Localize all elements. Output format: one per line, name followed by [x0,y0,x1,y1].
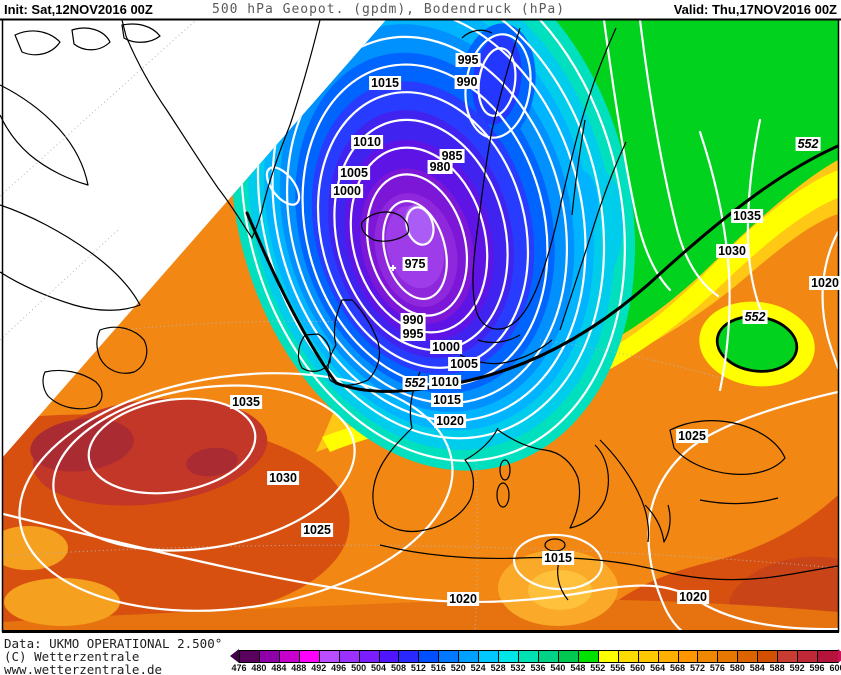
isobar-label: 1020 [677,590,709,604]
website-label: www.wetterzentrale.de [4,662,163,675]
isobar-label: 1015 [369,76,401,90]
isobar-label: 1020 [434,414,466,428]
isobar-label: 1025 [676,429,708,443]
isobar-label: 1015 [542,551,574,565]
valid-datetime-label: Valid: Thu,17NOV2016 00Z [673,2,837,17]
isobar-label: 995 [400,327,426,341]
isobar-label: 1015 [431,393,463,407]
isobar-label: 1000 [430,340,462,354]
isobar-label: 1030 [716,244,748,258]
isobar-label: 1010 [351,135,383,149]
isobar-label: 980 [427,160,453,174]
isobar-label: 1000 [331,184,363,198]
isobar-label: 1035 [230,395,262,409]
isobar-label: 1020 [447,592,479,606]
init-datetime-label: Init: Sat,12NOV2016 00Z [4,2,153,17]
isobar-label: 975 [402,257,428,271]
isobar-label: 1030 [267,471,299,485]
isobar-label: 1020 [809,276,841,290]
geopotential-552-label: 552 [402,376,428,390]
isobar-label: 1010 [429,375,461,389]
isobar-label: 985 [439,149,465,163]
isobar-label: 1035 [731,209,763,223]
isobar-label: 1005 [448,357,480,371]
geopotential-552-label: 552 [795,137,821,151]
isobar-label: 990 [400,313,426,327]
isobar-label: 1025 [301,523,333,537]
isobar-label: 1005 [338,166,370,180]
isobar-label: 995 [455,53,481,67]
geopotential-552-label: 552 [742,310,768,324]
isobar-label: 990 [454,75,480,89]
chart-title: 500 hPa Geopot. (gpdm), Bodendruck (hPa) [212,2,566,17]
data-source-label: Data: UKMO OPERATIONAL 2.500° [4,636,223,651]
copyright-label: (C) Wetterzentrale [4,649,140,664]
